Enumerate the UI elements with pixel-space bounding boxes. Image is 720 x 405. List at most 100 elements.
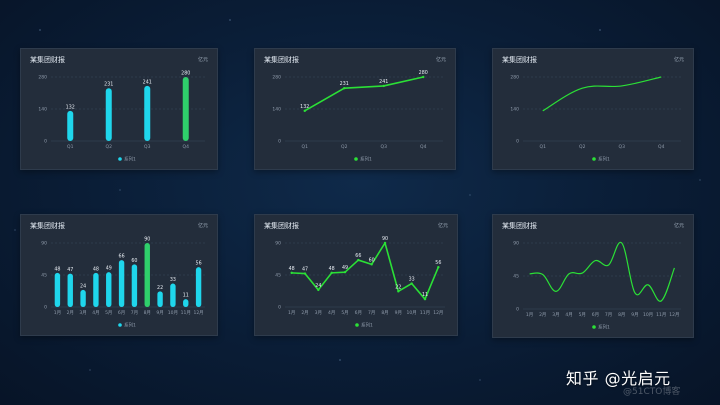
data-label: 24 xyxy=(315,283,321,289)
data-label: 47 xyxy=(67,267,73,273)
data-label: 60 xyxy=(369,257,375,263)
bar xyxy=(157,291,163,307)
x-tick-label: 11月 xyxy=(656,312,666,318)
x-tick-label: 4月 xyxy=(92,310,99,316)
y-tick-label: 0 xyxy=(278,139,281,145)
x-tick-label: 1月 xyxy=(54,310,61,316)
data-point xyxy=(357,258,360,262)
series-line xyxy=(542,76,662,112)
watermark-zhihu: 知乎 @光启元 xyxy=(566,369,671,388)
data-label: 48 xyxy=(329,266,335,272)
data-point xyxy=(303,109,306,113)
y-tick-label: 140 xyxy=(510,107,519,113)
bar xyxy=(67,273,73,307)
x-tick-label: 9月 xyxy=(631,312,638,318)
legend-swatch xyxy=(118,323,122,327)
x-tick-label: 2月 xyxy=(301,310,308,316)
smooth-line-chart: 0 140 280 Q1 Q2 Q3 Q4 系列1 xyxy=(510,75,681,163)
legend-label: 系列1 xyxy=(124,322,136,329)
data-point xyxy=(343,87,346,90)
panel-title: 某集团财报 xyxy=(30,56,65,64)
legend-label: 系列1 xyxy=(598,156,610,163)
legend-label: 系列1 xyxy=(598,324,610,331)
x-tick-label: 10月 xyxy=(168,310,178,316)
x-tick-label: Q3 xyxy=(381,144,388,150)
bar xyxy=(195,267,202,307)
data-label: 231 xyxy=(340,81,349,87)
data-point xyxy=(410,282,413,285)
data-point xyxy=(383,241,387,245)
x-tick-label: 12月 xyxy=(669,312,679,318)
legend-label: 系列1 xyxy=(361,322,373,329)
panel-title: 某集团财报 xyxy=(264,56,299,64)
chart-panel-1: 某集团财报 亿元 0 140 280 Q1 Q2 Q3 Q4 132 231 241 280 系列1 xyxy=(20,48,218,170)
x-tick-label: Q2 xyxy=(579,144,586,150)
y-tick-label: 90 xyxy=(41,241,47,247)
legend-label: 系列1 xyxy=(124,156,136,163)
legend-label: 系列1 xyxy=(360,156,372,163)
x-tick-label: Q1 xyxy=(302,144,309,150)
x-tick-label: 10月 xyxy=(407,310,417,316)
data-point xyxy=(423,297,427,301)
data-label: 90 xyxy=(144,237,150,243)
panel-unit: 亿元 xyxy=(673,223,684,229)
y-tick-label: 140 xyxy=(272,107,281,113)
y-tick-label: 90 xyxy=(275,241,281,247)
watermark-51cto: @51CTO博客 xyxy=(623,387,681,397)
data-label: 60 xyxy=(131,258,137,264)
y-tick-label: 0 xyxy=(278,305,281,311)
panel-title: 某集团财报 xyxy=(502,56,537,64)
y-tick-label: 140 xyxy=(38,107,47,113)
data-label: 49 xyxy=(106,266,112,272)
x-tick-label: 12月 xyxy=(433,310,443,316)
line-chart: 0 45 90 1月 2月 3月 4月 5月 6月 7月 8月 9月 10月 11月 12月 48 47 24 48… xyxy=(275,236,445,329)
data-label: 132 xyxy=(66,104,75,110)
x-tick-label: 4月 xyxy=(328,310,335,316)
data-label: 33 xyxy=(170,277,176,283)
data-point xyxy=(330,271,333,275)
data-point xyxy=(317,288,320,292)
x-tick-label: 7月 xyxy=(605,312,612,318)
y-tick-label: 45 xyxy=(275,273,281,279)
chart-panel-4: 某集团财报 亿元 0 45 90 1月 2月 3月 4月 5月 6月 7月 8月 9月 10月 11月 12… xyxy=(20,214,218,336)
data-label: 241 xyxy=(379,79,388,85)
x-tick-label: 12月 xyxy=(193,310,203,316)
x-tick-label: Q4 xyxy=(420,144,427,150)
data-point xyxy=(397,290,400,293)
y-tick-label: 0 xyxy=(44,139,47,145)
y-tick-label: 0 xyxy=(44,305,47,311)
data-label: 11 xyxy=(183,293,189,299)
bar xyxy=(67,110,74,141)
y-tick-label: 280 xyxy=(510,75,519,81)
x-tick-label: 10月 xyxy=(643,312,653,318)
x-tick-label: 5月 xyxy=(105,310,112,316)
data-label: 48 xyxy=(289,266,295,272)
data-label: 49 xyxy=(342,265,348,271)
data-label: 132 xyxy=(300,104,309,110)
data-label: 48 xyxy=(93,266,99,272)
bar-chart: 0 45 90 1月 2月 3月 4月 5月 6月 7月 8月 9月 10月 11月 12月 48 47 24 48… xyxy=(41,237,205,329)
y-tick-label: 45 xyxy=(513,274,519,280)
legend-swatch xyxy=(354,157,358,161)
line-chart: 0 140 280 Q1 Q2 Q3 Q4 132 231 241 280 系列1 xyxy=(272,70,443,163)
data-point xyxy=(370,263,373,266)
x-tick-label: Q2 xyxy=(341,144,348,150)
panel-unit: 亿元 xyxy=(437,223,448,229)
chart-panel-3: 某集团财报 亿元 0 140 280 Q1 Q2 Q3 Q4 系列1 xyxy=(492,48,694,170)
x-tick-label: Q3 xyxy=(144,144,151,150)
x-tick-label: Q1 xyxy=(67,144,74,150)
data-label: 47 xyxy=(302,267,308,273)
bar xyxy=(54,272,61,307)
x-tick-label: 4月 xyxy=(565,312,572,318)
data-label: 90 xyxy=(382,236,388,242)
y-tick-label: 90 xyxy=(513,241,519,247)
x-tick-label: 3月 xyxy=(79,310,86,316)
x-tick-label: 8月 xyxy=(144,310,151,316)
data-point xyxy=(422,75,425,79)
legend-swatch xyxy=(355,323,359,327)
bar xyxy=(183,299,189,307)
data-label: 56 xyxy=(435,260,441,266)
x-tick-label: 9月 xyxy=(395,310,402,316)
data-label: 66 xyxy=(355,253,361,259)
panel-unit: 亿元 xyxy=(435,57,446,63)
